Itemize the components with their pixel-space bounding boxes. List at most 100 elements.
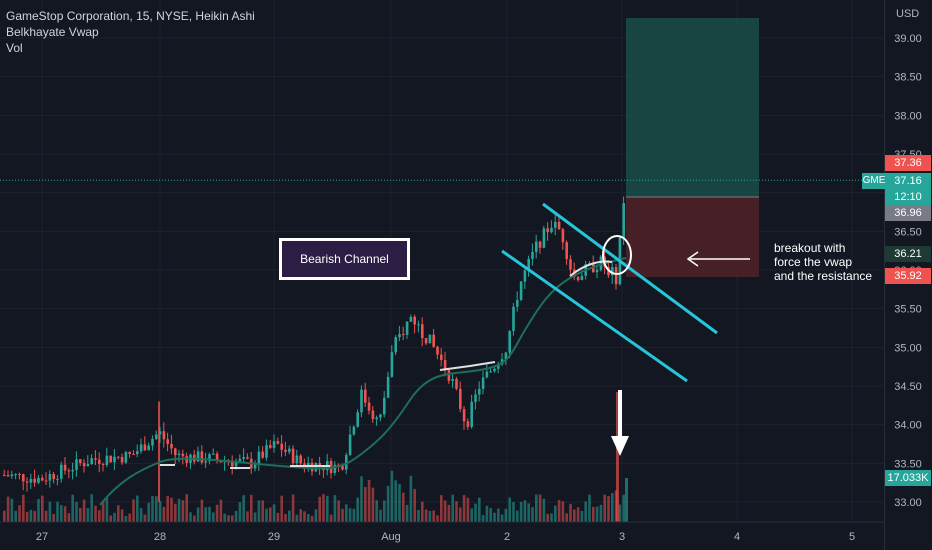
volume-bar	[322, 494, 325, 522]
candle-body	[280, 443, 283, 450]
last-price-badge: 37.16	[885, 173, 931, 189]
volume-bar	[466, 497, 470, 522]
volume-bar	[29, 509, 33, 522]
vwap-band	[160, 361, 496, 469]
volume-bar	[535, 494, 538, 522]
stop-badge: 36.96	[885, 205, 931, 221]
candle-body	[288, 448, 291, 452]
x-tick-label: 29	[268, 531, 280, 543]
volume-bar	[383, 500, 386, 522]
candle-body	[75, 459, 78, 470]
volume-spike	[616, 392, 619, 522]
candle-body	[52, 474, 55, 480]
candle-body	[10, 474, 14, 477]
volume-bar	[538, 494, 542, 522]
volume-bar	[394, 480, 397, 522]
candle-body	[580, 275, 584, 281]
candle-body	[246, 457, 249, 459]
volume-bar	[379, 509, 382, 522]
candle-body	[436, 346, 439, 355]
candle-body	[421, 324, 424, 339]
candle-body	[41, 477, 44, 481]
volume-bar	[557, 499, 561, 522]
volume-bar	[223, 513, 226, 522]
volume-bar	[424, 509, 428, 522]
volume-bar	[402, 492, 405, 522]
volume-bar	[478, 497, 481, 522]
candle-body	[394, 337, 397, 353]
channel-upper-line	[542, 202, 718, 335]
volume-bar	[67, 513, 71, 522]
channel-lower-line	[501, 249, 688, 383]
candle-body	[212, 453, 215, 455]
volume-bar	[345, 504, 348, 522]
volume-bar	[364, 487, 367, 522]
volume-bar	[440, 495, 443, 522]
volume-bar	[227, 515, 230, 522]
candle-body	[614, 267, 618, 285]
candle-body	[447, 370, 451, 381]
candle-body	[481, 377, 485, 389]
volume-bar	[288, 510, 291, 522]
volume-bar	[269, 507, 272, 522]
volume-bar	[459, 507, 462, 522]
candle-body	[508, 331, 511, 353]
candle-body	[466, 421, 470, 427]
candle-body	[109, 455, 112, 463]
volume-bar	[299, 509, 302, 522]
volume-bar	[307, 513, 310, 522]
candle-body	[151, 438, 154, 446]
volume-bar	[310, 515, 314, 522]
volume-bar	[565, 513, 568, 522]
volume-bar	[348, 508, 352, 522]
candle-body	[147, 445, 150, 451]
candle-body	[44, 480, 48, 482]
volume-bar	[455, 501, 458, 522]
candle-body	[474, 394, 477, 402]
down-arrow-head	[611, 436, 629, 456]
volume-bar	[485, 505, 489, 522]
candle-body	[299, 455, 302, 464]
volume-bar	[451, 494, 454, 522]
volume-bar	[215, 504, 219, 522]
candle-body	[208, 454, 211, 462]
volume-bar	[318, 496, 321, 522]
volume-bar	[25, 511, 29, 522]
volume-bar	[592, 506, 595, 522]
volume-bar	[375, 500, 378, 522]
volume-bar	[447, 504, 451, 522]
volume-bar	[94, 505, 97, 522]
volume-bar	[250, 494, 253, 522]
candle-body	[242, 457, 245, 459]
candle-body	[512, 306, 515, 332]
candle-body	[48, 474, 52, 481]
candle-body	[86, 464, 90, 467]
volume-bar	[519, 501, 523, 522]
candle-body	[63, 464, 67, 471]
volume-bar	[139, 508, 143, 522]
candle-body	[231, 462, 234, 467]
candle-body	[204, 461, 207, 463]
volume-bar	[576, 507, 580, 522]
volume-bar	[371, 487, 375, 522]
candle-body	[170, 443, 173, 449]
volume-bar	[41, 495, 44, 522]
candle-body	[284, 449, 287, 452]
candle-body	[516, 299, 519, 307]
volume-bar	[113, 512, 116, 522]
candle-body	[124, 452, 128, 463]
volume-bar	[618, 504, 622, 522]
volume-bar	[33, 510, 36, 522]
breakout-note: breakout with force the vwap and the res…	[774, 241, 872, 283]
candle-body	[455, 378, 458, 389]
candle-body	[443, 359, 447, 371]
volume-bar	[603, 494, 606, 522]
candle-body	[82, 462, 86, 467]
chart-legend: GameStop Corporation, 15, NYSE, Heikin A…	[6, 8, 255, 56]
candle-body	[18, 474, 21, 476]
countdown-badge: 12:10	[885, 189, 931, 205]
down-arrow-shaft	[618, 390, 622, 438]
legend-volume: Vol	[6, 41, 23, 55]
candle-body	[166, 439, 169, 444]
